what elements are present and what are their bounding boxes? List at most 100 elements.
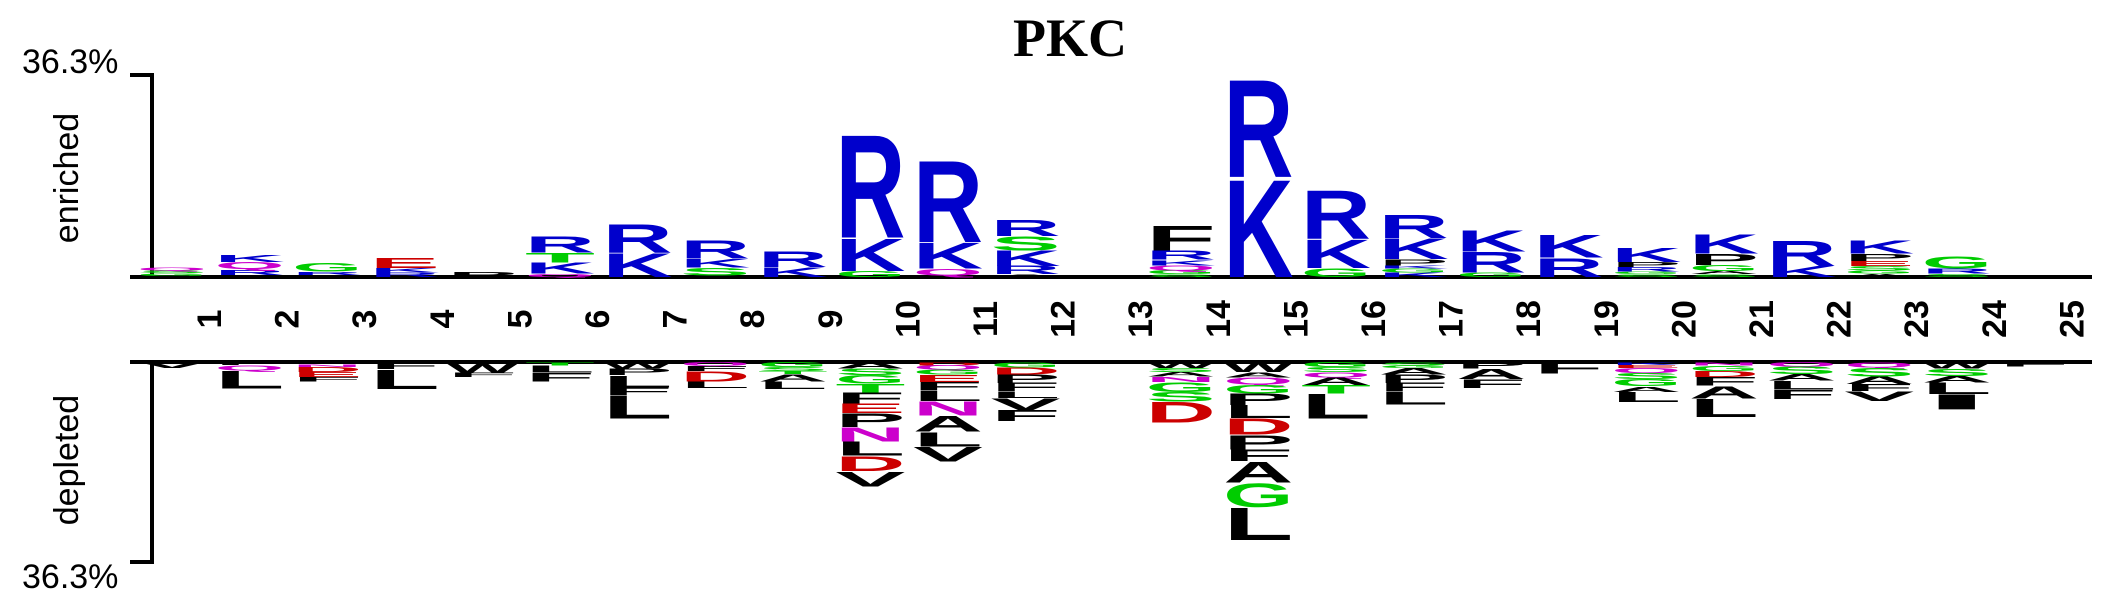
enriched-letter-pos12-R: R xyxy=(991,264,1061,277)
enriched-letter-pos3-G: G xyxy=(292,260,362,274)
enriched-letter-pos14-Q: Q xyxy=(1146,264,1216,272)
depleted-letter-pos5-W: W xyxy=(447,362,518,375)
depleted-letter-pos2-F: F xyxy=(215,361,285,365)
bottom-scale-label: 36.3% xyxy=(22,558,118,592)
depleted-letter-pos16-S: S xyxy=(1301,366,1371,374)
depleted-letter-pos10-P: P xyxy=(835,410,905,431)
depleted-letter-pos15-W: W xyxy=(1223,359,1294,375)
enriched-letter-pos10-K: K xyxy=(835,228,905,281)
enriched-letter-pos6-Q: Q xyxy=(525,273,595,278)
depleted-letter-pos17-A: A xyxy=(1379,366,1449,376)
depleted-letter-pos14-N: N xyxy=(1146,375,1216,384)
depleted-letter-pos15-L: L xyxy=(1223,498,1293,550)
enriched-letter-pos1-A: A xyxy=(137,276,207,278)
depleted-letter-pos20-G: G xyxy=(1611,377,1681,388)
depleted-letter-pos6-L: L xyxy=(525,364,595,375)
depleted-letter-pos14-G: G xyxy=(1146,379,1216,395)
depleted-letter-pos11-L: L xyxy=(913,428,983,451)
enriched-letter-pos1-G: G xyxy=(137,272,207,276)
enriched-letter-pos12-A: A xyxy=(991,273,1061,277)
depleted-letter-pos15-A: A xyxy=(1223,455,1293,489)
depleted-letter-pos17-S: S xyxy=(1379,361,1449,366)
enriched-letter-pos6-K: K xyxy=(525,260,595,277)
position-tick-18: 18 xyxy=(1510,300,1548,338)
depleted-letter-pos7-L: L xyxy=(603,389,673,426)
position-tick-labels: 1 2 3 4 5 6 7 8 9 10 11 12 13 14 15 16 17 18 19 20 21 22 23 24 2… xyxy=(191,300,2091,338)
depleted-letter-pos12-D: D xyxy=(991,366,1061,377)
enriched-letter-pos11-A: A xyxy=(913,275,983,278)
depleted-axis-label: depleted xyxy=(48,395,86,525)
depleted-letter-pos22-L: L xyxy=(1767,379,1837,393)
depleted-letter-pos14-A: A xyxy=(1146,371,1216,378)
depleted-letter-pos8-Q: Q xyxy=(680,361,750,367)
position-tick-3: 3 xyxy=(346,310,384,329)
depleted-letter-pos20-Q: Q xyxy=(1611,367,1681,375)
enriched-letter-pos17-P: P xyxy=(1379,258,1449,268)
depleted-letter-pos9-T: T xyxy=(758,370,828,375)
depleted-letter-pos21-A: A xyxy=(1689,383,1759,403)
depleted-letter-pos12-L: L xyxy=(991,390,1061,400)
depleted-letter-pos6-F: F xyxy=(525,370,595,384)
enriched-letter-pos21-S: S xyxy=(1689,273,1759,277)
enriched-letter-pos9-R: R xyxy=(758,247,828,272)
enriched-letter-pos20-S: S xyxy=(1611,273,1681,277)
position-tick-14: 14 xyxy=(1200,300,1238,338)
depleted-letter-pos8-D: D xyxy=(680,368,750,384)
depleted-letter-pos11-N: N xyxy=(913,398,983,420)
depleted-letter-pos15-L: L xyxy=(1223,402,1293,423)
enriched-letter-pos20-R: R xyxy=(1611,266,1681,273)
enriched-letter-pos4-E: E xyxy=(370,255,440,272)
depleted-letter-pos16-L: L xyxy=(1301,387,1371,427)
depleted-letter-pos10-F: F xyxy=(835,390,905,407)
depleted-letter-pos12-F: F xyxy=(991,407,1061,424)
enriched-letter-pos9-K: K xyxy=(758,264,828,280)
depleted-letter-pos11-D: D xyxy=(913,361,983,366)
depleted-letter-pos24-L: L xyxy=(1922,380,1992,398)
enriched-letter-pos1-Q: Q xyxy=(137,266,207,271)
depleted-letter-pos10-N: N xyxy=(835,424,905,446)
depleted-letter-pos2-L: L xyxy=(215,366,285,394)
enriched-letter-pos14-K: K xyxy=(1146,258,1216,267)
enriched-letter-pos19-R: R xyxy=(1534,253,1604,283)
enriched-letter-pos3-R: R xyxy=(292,271,362,276)
depleted-letter-pos10-L: L xyxy=(835,438,905,460)
enriched-letter-pos17-R: R xyxy=(1379,208,1449,245)
depleted-letter-pos9-L: L xyxy=(758,379,828,391)
depleted-letter-pos24-W: W xyxy=(1922,360,1992,370)
position-tick-17: 17 xyxy=(1433,300,1471,338)
enriched-scale-bracket xyxy=(130,73,154,279)
depleted-letter-pos4-F: F xyxy=(370,360,440,371)
depleted-letter-pos3-E: E xyxy=(292,371,362,379)
enriched-letter-pos4-K: K xyxy=(370,267,440,274)
enriched-letter-pos14-G: G xyxy=(1146,269,1216,275)
depleted-letter-pos21-D: D xyxy=(1689,369,1759,378)
enriched-letter-pos23-G: G xyxy=(1844,269,1914,274)
position-tick-16: 16 xyxy=(1355,300,1393,338)
enriched-letter-pos20-G: G xyxy=(1611,271,1681,275)
enriched-letter-pos24-G: G xyxy=(1922,253,1992,272)
depleted-letter-pos10-A: A xyxy=(835,360,905,370)
depleted-letter-pos9-S: S xyxy=(758,366,828,372)
depleted-letter-pos17-G: G xyxy=(1379,365,1449,369)
depleted-letter-pos10-V: V xyxy=(835,467,905,491)
depleted-letter-pos15-A: A xyxy=(1223,371,1293,380)
depleted-letter-pos23-S: S xyxy=(1844,365,1914,379)
enriched-letter-pos8-K: K xyxy=(680,256,750,270)
enriched-letter-pos2-K: K xyxy=(215,253,285,264)
enriched-letter-pos11-Q: Q xyxy=(913,267,983,277)
depleted-letter-pos1-V: V xyxy=(137,361,207,370)
enriched-letter-pos16-K: K xyxy=(1301,231,1371,277)
position-tick-5: 5 xyxy=(501,310,539,329)
enriched-letter-pos5-P: P xyxy=(447,271,517,279)
depleted-letter-pos15-P: P xyxy=(1223,391,1293,409)
depleted-letter-pos3-D: D xyxy=(292,366,362,374)
enriched-letter-pos13-A: A xyxy=(1068,274,1138,277)
depleted-letter-pos10-S: S xyxy=(835,367,905,377)
position-tick-10: 10 xyxy=(889,300,927,338)
depleted-scale-bracket xyxy=(130,360,154,564)
position-tick-23: 23 xyxy=(1898,300,1936,338)
depleted-letter-pos7-L: L xyxy=(603,372,673,391)
position-tick-20: 20 xyxy=(1665,300,1703,338)
depleted-letter-pos17-F: F xyxy=(1379,381,1449,394)
enriched-letter-pos23-A: A xyxy=(1844,273,1914,278)
